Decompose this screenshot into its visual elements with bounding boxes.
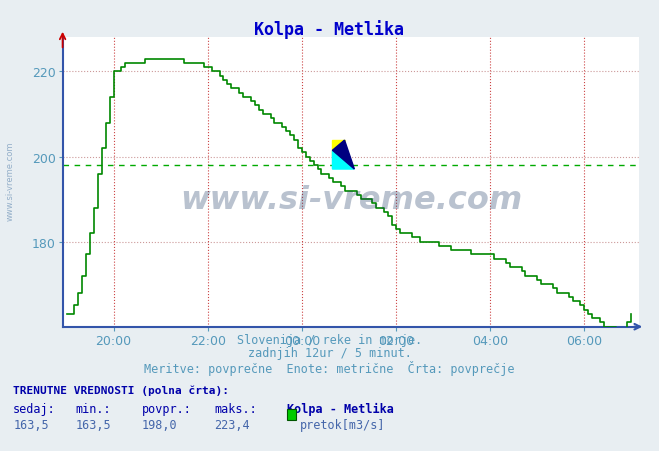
Text: zadnjih 12ur / 5 minut.: zadnjih 12ur / 5 minut. — [248, 346, 411, 359]
Polygon shape — [333, 151, 355, 170]
Text: www.si-vreme.com: www.si-vreme.com — [5, 141, 14, 220]
Text: Kolpa - Metlika: Kolpa - Metlika — [287, 402, 393, 415]
Text: pretok[m3/s]: pretok[m3/s] — [300, 419, 386, 432]
Text: 163,5: 163,5 — [13, 419, 49, 432]
Text: maks.:: maks.: — [214, 402, 257, 415]
Text: povpr.:: povpr.: — [142, 402, 192, 415]
Text: Kolpa - Metlika: Kolpa - Metlika — [254, 20, 405, 39]
Text: Meritve: povprečne  Enote: metrične  Črta: povprečje: Meritve: povprečne Enote: metrične Črta:… — [144, 360, 515, 375]
Text: sedaj:: sedaj: — [13, 402, 56, 415]
Text: 223,4: 223,4 — [214, 419, 250, 432]
Text: Slovenija / reke in morje.: Slovenija / reke in morje. — [237, 333, 422, 346]
Text: www.si-vreme.com: www.si-vreme.com — [180, 184, 522, 216]
Text: TRENUTNE VREDNOSTI (polna črta):: TRENUTNE VREDNOSTI (polna črta): — [13, 384, 229, 395]
Polygon shape — [333, 141, 355, 170]
Text: 198,0: 198,0 — [142, 419, 177, 432]
Text: min.:: min.: — [76, 402, 111, 415]
Polygon shape — [333, 141, 345, 156]
Text: 163,5: 163,5 — [76, 419, 111, 432]
